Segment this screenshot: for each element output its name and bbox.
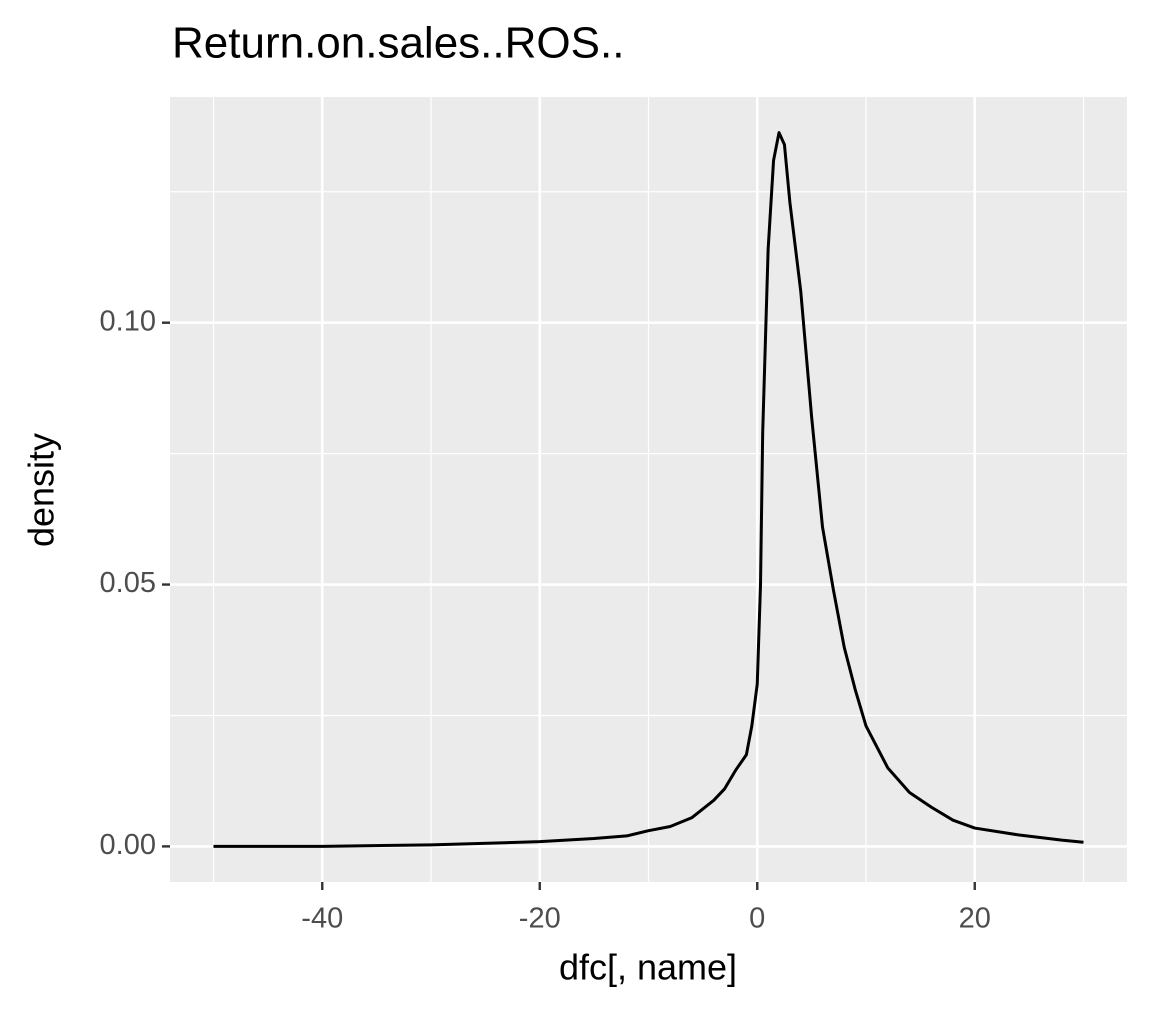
x-tick-label: 0 bbox=[749, 903, 765, 935]
chart-title: Return.on.sales..ROS.. bbox=[172, 19, 624, 68]
x-tick-label: -40 bbox=[301, 903, 343, 935]
grid bbox=[170, 97, 1127, 882]
y-axis-title: density bbox=[21, 433, 62, 547]
y-tick-label: 0.00 bbox=[100, 829, 156, 861]
y-tick-label: 0.10 bbox=[100, 305, 156, 337]
x-tick-label: 20 bbox=[959, 903, 991, 935]
y-tick-label: 0.05 bbox=[100, 567, 156, 599]
x-axis-title: dfc[, name] bbox=[559, 947, 737, 988]
density-line bbox=[213, 131, 1084, 848]
x-tick-label: -20 bbox=[519, 903, 561, 935]
